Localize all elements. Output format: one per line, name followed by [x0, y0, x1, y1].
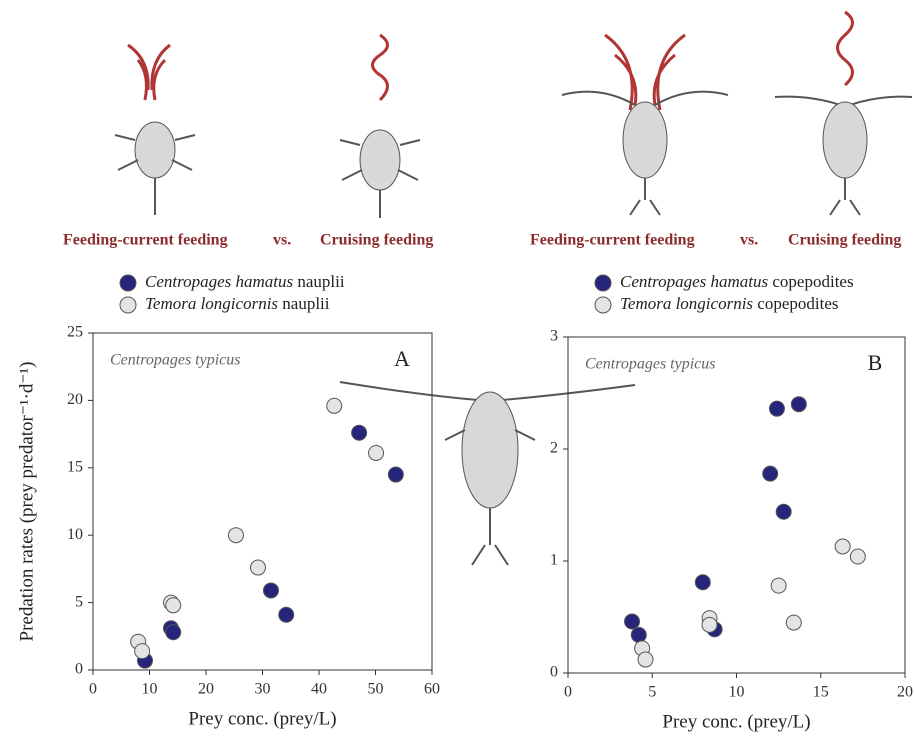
x-tick-label: 20 [897, 684, 913, 701]
y-tick-label: 0 [75, 661, 83, 678]
point [637, 651, 654, 668]
x-tick-label: 40 [311, 681, 327, 698]
point [227, 527, 244, 544]
point [790, 396, 807, 413]
antennae [561, 90, 729, 106]
annotation: Centropages typicus [110, 352, 241, 369]
point [249, 559, 266, 576]
x-tick-label: 10 [142, 681, 158, 698]
x-axis-label: Prey conc. (prey/L) [662, 711, 810, 732]
y-tick-label: 1 [550, 552, 558, 569]
header-label: Cruising feeding [320, 232, 433, 249]
point [624, 613, 641, 630]
y-tick-label: 25 [67, 324, 83, 341]
point [368, 444, 385, 461]
legend-label: Centropages hamatus copepodites [620, 272, 854, 291]
legend-label: Centropages hamatus nauplii [145, 272, 345, 291]
point [834, 538, 851, 555]
feeding-current [604, 33, 686, 111]
x-tick-label: 50 [368, 681, 384, 698]
x-tick-label: 20 [198, 681, 214, 698]
point [770, 577, 787, 594]
header-label: Feeding-current feeding [530, 232, 695, 249]
point [387, 466, 404, 483]
feeding-current [127, 43, 171, 101]
point [351, 424, 368, 441]
copepodite [622, 101, 668, 179]
copepodite [822, 101, 868, 179]
x-tick-label: 0 [564, 684, 572, 701]
x-tick-label: 30 [255, 681, 271, 698]
point [262, 582, 279, 599]
legend-marker [594, 274, 612, 292]
panel-label: B [868, 350, 883, 375]
x-tick-label: 10 [729, 684, 745, 701]
legend-label: Temora longicornis nauplii [145, 294, 330, 313]
adult-copepod [461, 391, 519, 509]
point [165, 597, 182, 614]
antennae [774, 95, 913, 106]
x-axis-label: Prey conc. (prey/L) [188, 708, 336, 729]
cruising-path [836, 10, 854, 87]
x-tick-label: 0 [89, 681, 97, 698]
point [768, 400, 785, 417]
appendages [444, 429, 536, 566]
illustrations [114, 10, 913, 566]
legend-marker [119, 296, 137, 314]
x-tick-label: 60 [424, 681, 440, 698]
antennae [339, 381, 636, 401]
y-tick-label: 5 [75, 593, 83, 610]
annotation: Centropages typicus [585, 356, 716, 373]
header-vs: vs. [740, 232, 758, 249]
y-tick-label: 20 [67, 391, 83, 408]
point [630, 626, 647, 643]
header-vs: vs. [273, 232, 291, 249]
plot-frame [92, 332, 433, 671]
x-tick-label: 5 [648, 684, 656, 701]
point [701, 616, 718, 633]
point [326, 397, 343, 414]
cruising-path [371, 33, 389, 102]
panel-label: A [394, 346, 410, 371]
y-axis-label: Predation rates (prey predator⁻¹·d⁻¹) [16, 362, 37, 642]
y-tick-label: 15 [67, 458, 83, 475]
legend-marker [119, 274, 137, 292]
point [134, 643, 151, 660]
point [775, 503, 792, 520]
point [278, 606, 295, 623]
y-tick-label: 10 [67, 526, 83, 543]
point [849, 548, 866, 565]
y-tick-label: 3 [550, 328, 558, 345]
header-label: Feeding-current feeding [63, 232, 228, 249]
point [785, 614, 802, 631]
x-tick-label: 15 [813, 684, 829, 701]
point [762, 465, 779, 482]
nauplius [134, 121, 176, 179]
nauplius [359, 129, 401, 191]
appendages [114, 134, 196, 215]
y-tick-label: 0 [550, 664, 558, 681]
appendages [339, 139, 421, 218]
point [165, 624, 182, 641]
y-tick-label: 2 [550, 440, 558, 457]
legend-label: Temora longicornis copepodites [620, 294, 838, 313]
point [694, 574, 711, 591]
urosome [829, 178, 861, 216]
header-label: Cruising feeding [788, 232, 901, 249]
legend-marker [594, 296, 612, 314]
urosome [629, 178, 661, 216]
